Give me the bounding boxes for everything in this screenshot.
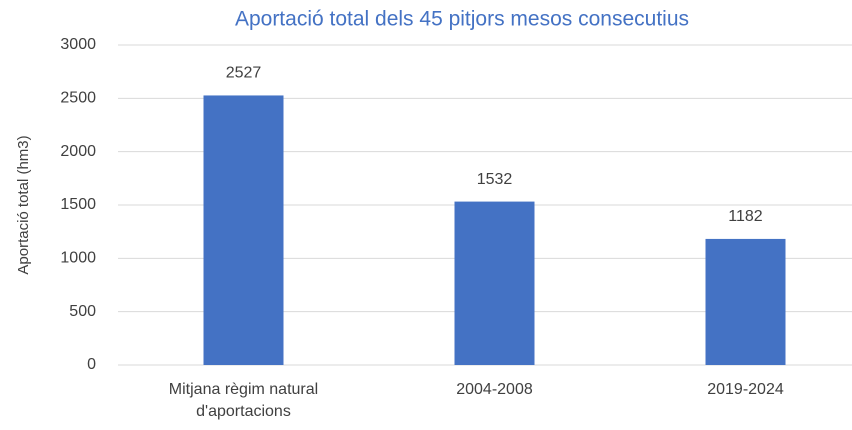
y-tick-label: 1500: [60, 196, 96, 213]
x-tick-label: 2004-2008: [456, 381, 533, 398]
chart-title: Aportació total dels 45 pitjors mesos co…: [235, 8, 689, 31]
data-label: 1532: [477, 171, 513, 188]
y-tick-label: 2000: [60, 143, 96, 160]
y-tick-label: 3000: [60, 36, 96, 53]
y-tick-label: 2500: [60, 90, 96, 107]
y-tick-label: 1000: [60, 250, 96, 267]
data-label: 1182: [728, 208, 763, 225]
x-tick-label: Mitjana règim natural d'aportacions: [168, 381, 319, 420]
y-axis-label: Aportació total (hm3): [15, 135, 32, 274]
bar: [454, 201, 535, 365]
data-label: 2527: [226, 65, 262, 82]
bar: [705, 238, 786, 365]
y-tick-label: 0: [87, 356, 96, 373]
y-tick-label: 500: [69, 303, 96, 320]
bar: [203, 95, 284, 365]
x-tick-label: 2019-2024: [707, 381, 784, 398]
